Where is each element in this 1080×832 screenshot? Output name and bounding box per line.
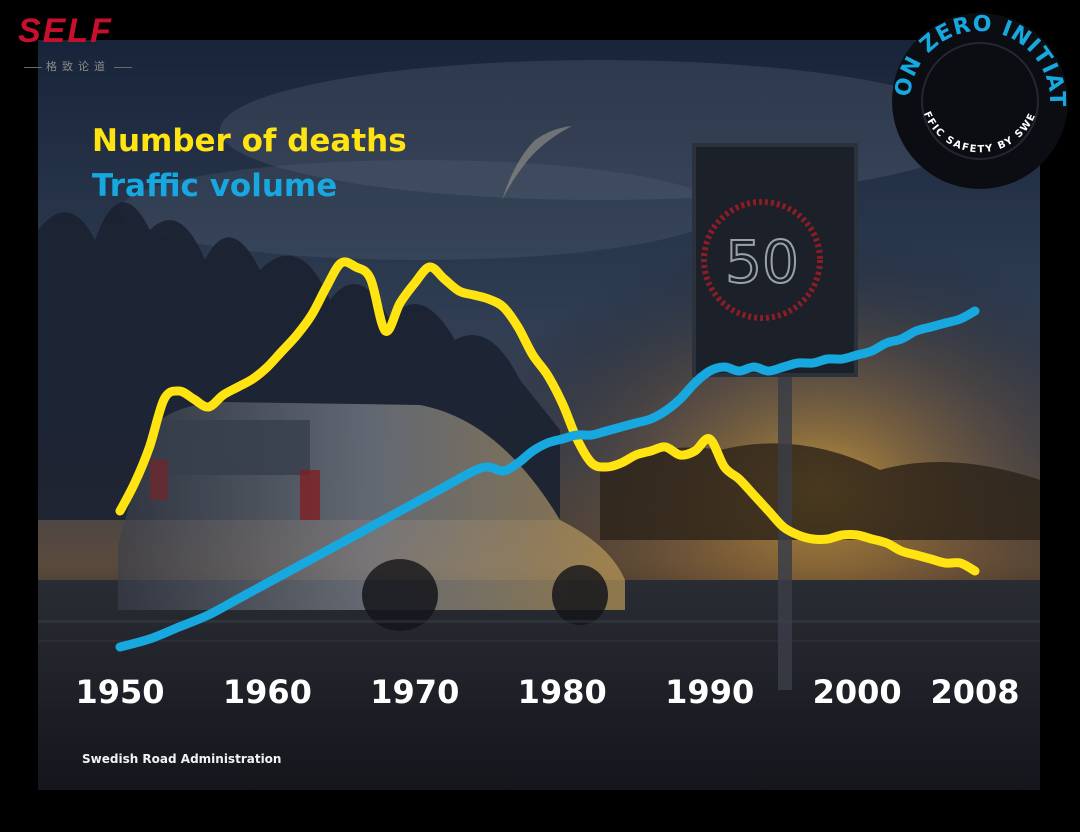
self-logo: SELF — [18, 12, 113, 50]
source-credit: Swedish Road Administration — [82, 752, 282, 766]
series-line-traffic — [115, 306, 980, 652]
speed-sign-value: 50 — [725, 228, 799, 296]
x-tick-label-1980: 1980 — [517, 673, 607, 711]
legend-deaths: Number of deaths — [92, 123, 407, 159]
series-line-deaths — [115, 257, 980, 576]
x-tick-label-1950: 1950 — [75, 673, 165, 711]
x-tick-label-1990: 1990 — [665, 673, 755, 711]
self-tagline: 格致论道 — [20, 58, 136, 74]
x-tick-label-2000: 2000 — [812, 673, 902, 711]
legend-traffic: Traffic volume — [92, 168, 338, 204]
x-tick-label-2008: 2008 — [930, 673, 1020, 711]
vision-zero-badge: VISION ZERO INITIATIVE TRAFFIC SAFETY BY… — [885, 6, 1068, 189]
car — [118, 402, 625, 631]
x-tick-label-1960: 1960 — [222, 673, 312, 711]
x-tick-label-1970: 1970 — [370, 673, 460, 711]
